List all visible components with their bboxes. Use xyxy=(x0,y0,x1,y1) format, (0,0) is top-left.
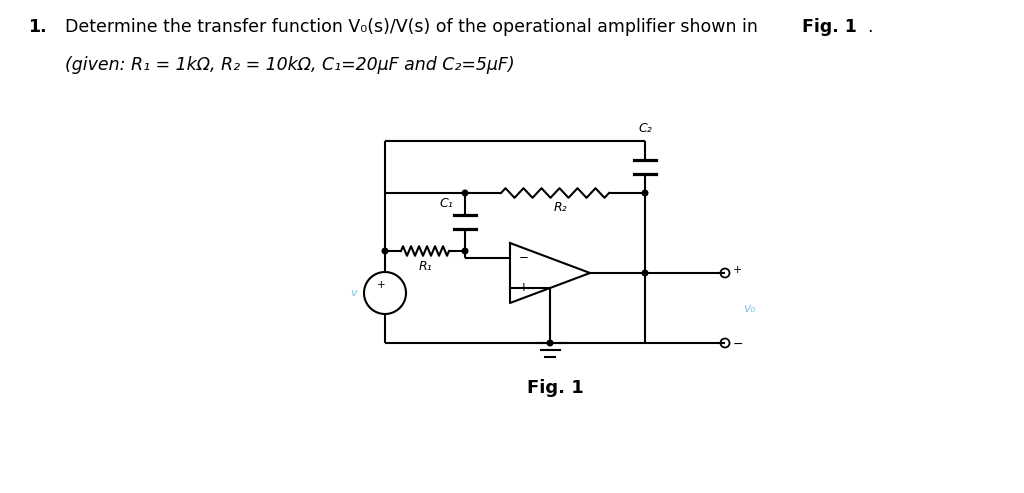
Text: v₀: v₀ xyxy=(743,302,756,315)
Text: (given: R₁ = 1kΩ, R₂ = 10kΩ, C₁=20μF and C₂=5μF): (given: R₁ = 1kΩ, R₂ = 10kΩ, C₁=20μF and… xyxy=(65,56,515,74)
Text: Fig. 1: Fig. 1 xyxy=(526,379,584,397)
Circle shape xyxy=(642,190,648,196)
Text: +: + xyxy=(519,282,528,294)
Text: v: v xyxy=(350,288,357,298)
Text: C₂: C₂ xyxy=(638,122,652,135)
Text: +: + xyxy=(377,280,385,290)
Text: 1.: 1. xyxy=(28,18,47,36)
Text: R₂: R₂ xyxy=(553,201,567,214)
Text: Determine the transfer function V₀(s)/V(s) of the operational amplifier shown in: Determine the transfer function V₀(s)/V(… xyxy=(65,18,763,36)
Text: C₁: C₁ xyxy=(439,197,453,210)
Text: −: − xyxy=(519,250,528,263)
Circle shape xyxy=(642,270,648,276)
Circle shape xyxy=(462,248,468,254)
Circle shape xyxy=(462,190,468,196)
Circle shape xyxy=(547,340,553,346)
Text: +: + xyxy=(733,265,742,275)
Text: −: − xyxy=(733,338,743,351)
Text: Fig. 1: Fig. 1 xyxy=(802,18,857,36)
Text: .: . xyxy=(867,18,872,36)
Text: R₁: R₁ xyxy=(418,260,432,273)
Circle shape xyxy=(382,248,388,254)
